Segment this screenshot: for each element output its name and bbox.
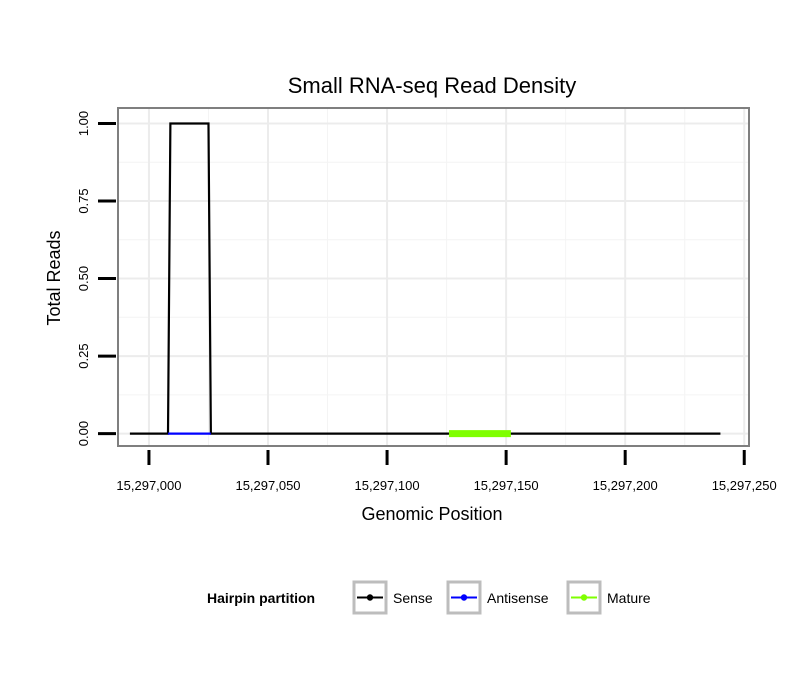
legend-item-sense: Sense [352, 580, 433, 615]
legend-title: Hairpin partition [207, 590, 315, 606]
legend: Hairpin partition Sense Antisense Mature [207, 580, 651, 615]
legend-label: Sense [393, 590, 433, 606]
legend-item-mature: Mature [566, 580, 651, 615]
y-tick-label: 0.25 [76, 343, 91, 368]
legend-label: Mature [607, 590, 651, 606]
x-tick-label: 15,297,150 [474, 478, 539, 493]
series-line-sense [129, 122, 721, 435]
x-axis: 15,297,000 15,297,050 15,297,100 15,297,150… [116, 450, 777, 493]
plot-border [117, 107, 750, 447]
x-tick-label: 15,297,100 [355, 478, 420, 493]
x-tick-label: 15,297,000 [116, 478, 181, 493]
y-tick-label: 0.50 [76, 266, 91, 291]
legend-label: Antisense [487, 590, 549, 606]
x-tick-label: 15,297,250 [712, 478, 777, 493]
legend-item-antisense: Antisense [446, 580, 549, 615]
x-tick-label: 15,297,050 [235, 478, 300, 493]
legend-key-point [580, 594, 588, 601]
series-layer [129, 122, 721, 438]
legend-items: Sense Antisense Mature [352, 580, 651, 615]
legend-key-point [460, 594, 468, 601]
y-tick-label: 0.75 [76, 188, 91, 213]
y-tick-label: 1.00 [76, 111, 91, 136]
y-axis-title: Total Reads [44, 230, 64, 325]
x-tick-label: 15,297,200 [593, 478, 658, 493]
grid [118, 108, 749, 446]
y-tick-label: 0.00 [76, 421, 91, 446]
plot-panel [118, 108, 749, 446]
y-axis: 0.00 0.25 0.50 0.75 1.00 [76, 111, 116, 446]
legend-key-point [366, 594, 374, 601]
x-axis-title: Genomic Position [361, 504, 502, 524]
chart-title: Small RNA-seq Read Density [288, 73, 577, 98]
